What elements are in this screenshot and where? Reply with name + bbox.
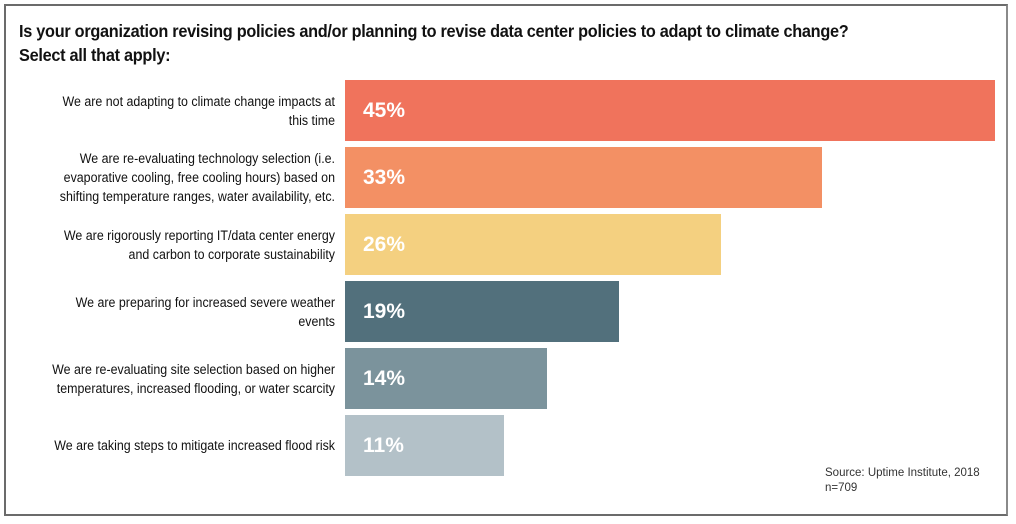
bar: 19% <box>345 281 620 342</box>
category-label: We are preparing for increased severe we… <box>75 294 336 329</box>
bar-value-label: 19% <box>363 299 406 323</box>
bar-value-label: 11% <box>363 433 404 457</box>
bar: 11% <box>345 415 504 476</box>
bar: 45% <box>345 80 995 141</box>
title-line: Is your organization revising policies a… <box>19 21 849 41</box>
bar-value-label: 26% <box>363 232 406 256</box>
bar-value-label: 33% <box>363 165 406 189</box>
category-label: We are taking steps to mitigate increase… <box>54 438 335 453</box>
bar: 33% <box>345 147 822 208</box>
bar: 14% <box>345 348 548 409</box>
chart-frame <box>4 4 1008 516</box>
bar: 26% <box>345 214 721 275</box>
bar-value-label: 14% <box>363 366 406 390</box>
bar-value-label: 45% <box>363 98 406 122</box>
category-label: We are not adapting to climate change im… <box>62 93 335 128</box>
category-label: We are re-evaluating technology selectio… <box>59 151 336 204</box>
chart-title: Is your organization revising policies a… <box>19 19 849 67</box>
sample-size: n=709 <box>825 482 858 494</box>
category-label: We are re-evaluating site selection base… <box>52 361 336 396</box>
source-text: Source: Uptime Institute, 2018 <box>825 467 980 479</box>
category-label: We are rigorously reporting IT/data cent… <box>63 227 335 262</box>
subtitle-line: Select all that apply: <box>19 45 171 65</box>
source-note: Source: Uptime Institute, 2018 n=709 <box>825 466 980 496</box>
